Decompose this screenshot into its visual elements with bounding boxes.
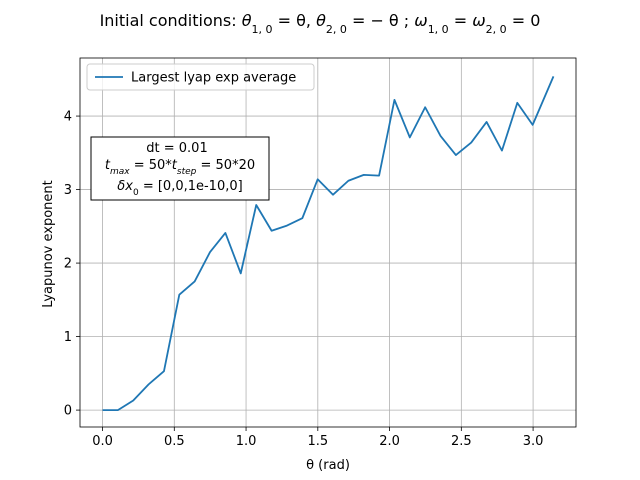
- y-tick-label: 0: [64, 404, 72, 419]
- y-axis-ticks: 0 1 2 3 4: [64, 110, 80, 419]
- series-line: [102, 76, 555, 411]
- x-axis-label: θ (rad): [306, 458, 350, 473]
- legend: Largest lyap exp average: [86, 63, 315, 91]
- axes-frame: [79, 57, 577, 428]
- legend-label: Largest lyap exp average: [131, 71, 296, 86]
- legend-box: [86, 63, 315, 91]
- x-tick-label: 2.5: [451, 434, 472, 449]
- x-tick-label: 1.5: [307, 434, 328, 449]
- y-tick-label: 3: [64, 183, 72, 198]
- series-lines: [102, 76, 555, 411]
- annotation-timestep: dt = 0.01: [146, 141, 207, 156]
- annotation-tmax: tmax = 50*tstep = 50*20: [105, 158, 255, 177]
- y-tick-label: 4: [64, 110, 72, 125]
- chart-title: Initial conditions: θ1, 0 = θ, θ2, 0 = −…: [100, 11, 541, 36]
- y-axis-label: Lyapunov exponent: [41, 180, 56, 307]
- y-tick-label: 2: [64, 257, 72, 272]
- x-tick-label: 3.0: [523, 434, 544, 449]
- annotation-box: [90, 136, 270, 201]
- x-tick-label: 0.5: [164, 434, 185, 449]
- plot-area: 0.0 0.5 1.0 1.5 2.0 2.5 3.0 0 1 2 3 4: [64, 57, 577, 449]
- annotation-initial-perturbation: δx0 = [0,0,1e-10,0]: [117, 179, 242, 198]
- x-tick-label: 1.0: [236, 434, 257, 449]
- x-tick-label: 2.0: [379, 434, 400, 449]
- x-tick-label: 0.0: [92, 434, 113, 449]
- parameters-annotation: dt = 0.01 tmax = 50*tstep = 50*20 δx0 = …: [90, 136, 270, 201]
- y-tick-label: 1: [64, 330, 72, 345]
- x-axis-ticks: 0.0 0.5 1.0 1.5 2.0 2.5 3.0: [92, 427, 543, 449]
